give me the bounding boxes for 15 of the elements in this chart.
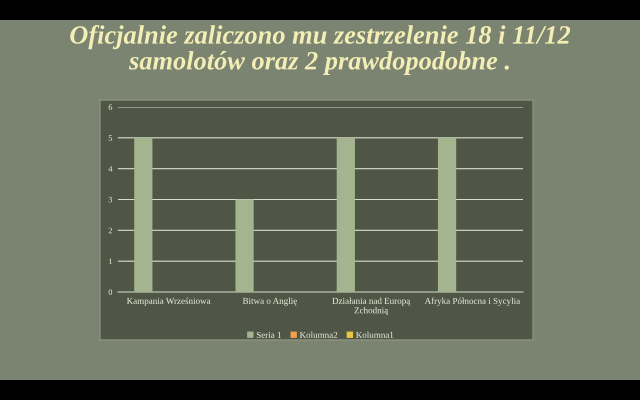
y-tick-label: 4	[108, 166, 112, 172]
y-tick-label: 3	[108, 196, 112, 202]
x-tick-label: Afryka Północna i Sycylia	[424, 298, 520, 306]
y-tick-label: 5	[108, 135, 112, 141]
x-tick-label: Działania nad Europą Zchodnią	[332, 298, 410, 316]
y-tick-label: 6	[108, 104, 112, 110]
x-tick-label: Bitwa o Anglię	[242, 298, 297, 306]
legend-label: Kolumna1	[356, 332, 394, 338]
y-tick-label: 1	[109, 258, 112, 264]
legend-label: Kolumna2	[300, 332, 338, 338]
y-tick-label: 2	[108, 228, 112, 234]
chart-title: Oficjalnie zaliczono mu zestrzelenie 18 i 11/12 samolotów oraz 2 prawdopodobne .	[70, 25, 570, 75]
x-tick-label: Kampania Wrześniowa	[126, 298, 210, 306]
legend-label: Seria 1	[256, 332, 281, 338]
y-tick-label: 0	[108, 289, 112, 295]
